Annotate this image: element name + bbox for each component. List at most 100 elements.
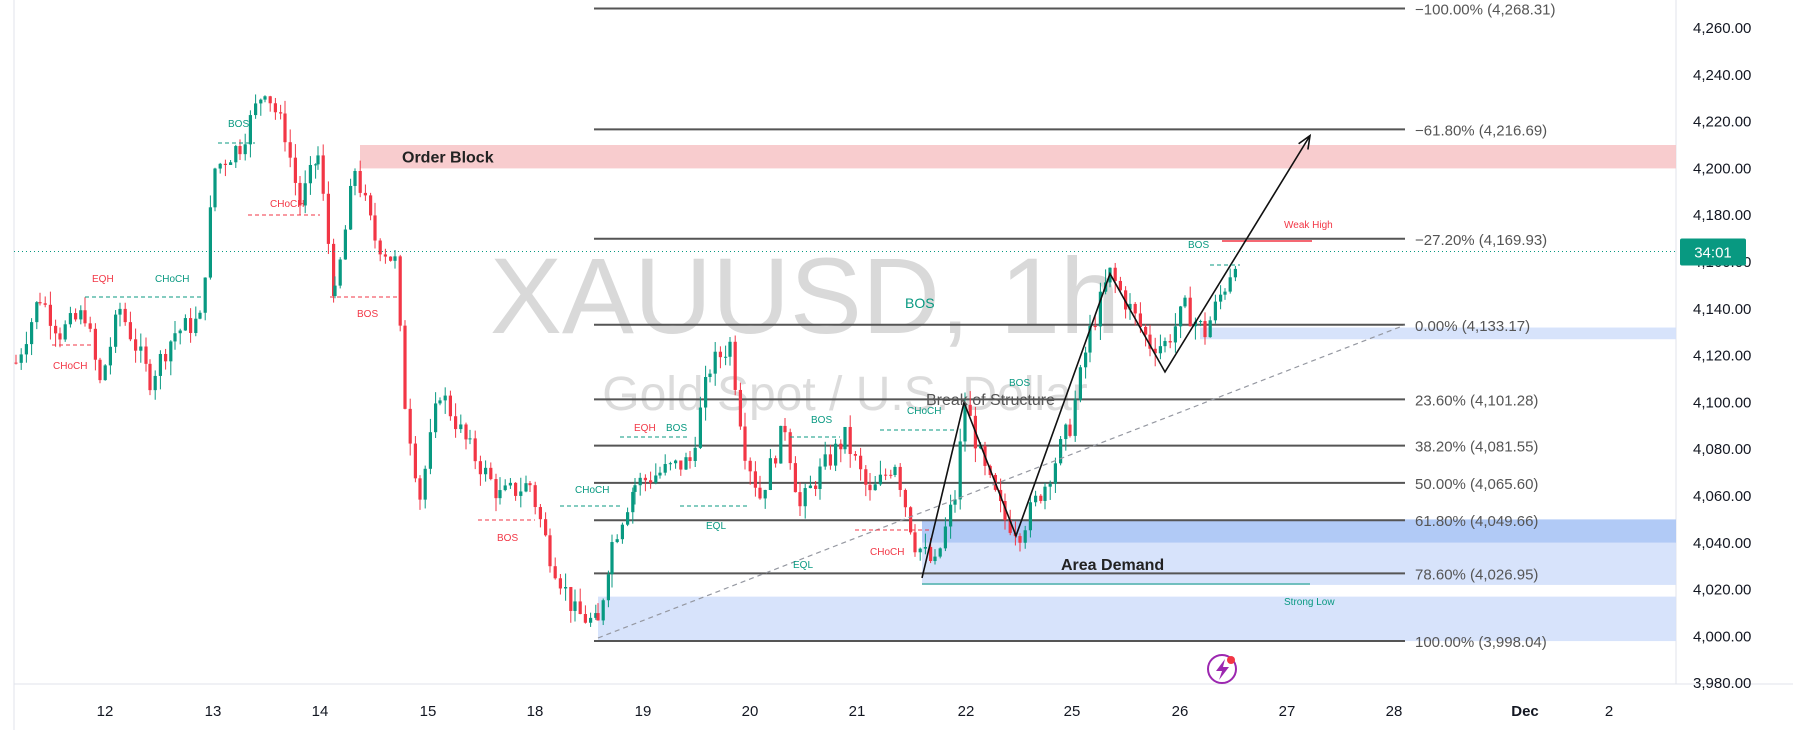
candle-body bbox=[229, 162, 233, 165]
projection-path[interactable] bbox=[921, 133, 1312, 579]
candle-body bbox=[728, 341, 732, 357]
candle-body bbox=[788, 432, 792, 464]
candle-body bbox=[783, 425, 787, 433]
candle-body bbox=[194, 318, 198, 333]
candle-body bbox=[898, 466, 902, 490]
candle-body bbox=[839, 443, 843, 450]
candle-body bbox=[144, 346, 148, 364]
price-tick-label: 4,040.00 bbox=[1693, 535, 1751, 552]
candle-body bbox=[308, 164, 312, 184]
candle-body bbox=[134, 339, 138, 351]
candle-body bbox=[758, 487, 762, 499]
candle-body bbox=[369, 195, 373, 216]
candle-body bbox=[596, 613, 600, 621]
candle-body bbox=[338, 259, 342, 286]
candle-body bbox=[263, 96, 267, 100]
fib-label: −27.20% (4,169.93) bbox=[1415, 232, 1547, 249]
candle-body bbox=[643, 477, 647, 481]
countdown-badge-text: 34:01 bbox=[1694, 244, 1732, 261]
candle-body bbox=[1078, 367, 1082, 400]
projection-polyline[interactable] bbox=[921, 135, 1311, 579]
candle-body bbox=[903, 489, 907, 508]
fib-label: 23.60% (4,101.28) bbox=[1415, 392, 1538, 409]
time-tick-label: 21 bbox=[849, 703, 866, 720]
candle-body bbox=[909, 507, 913, 533]
candle-body bbox=[1168, 341, 1172, 343]
weak-high-label: Weak High bbox=[1284, 220, 1333, 231]
candle-body bbox=[848, 426, 852, 455]
candle-body bbox=[1158, 346, 1162, 354]
candle-body bbox=[43, 303, 47, 305]
price-tick-label: 4,000.00 bbox=[1693, 628, 1751, 645]
candle-body bbox=[153, 375, 157, 391]
zone-demand-top[interactable] bbox=[922, 519, 1676, 543]
overlays-layer bbox=[14, 240, 1676, 639]
candle-body bbox=[889, 474, 893, 476]
candle-body bbox=[58, 333, 62, 340]
time-tick-label: 14 bbox=[312, 703, 329, 720]
smc-label: EQH bbox=[92, 274, 114, 285]
price-tick-label: 4,220.00 bbox=[1693, 114, 1751, 131]
candle-body bbox=[713, 351, 717, 374]
candle-body bbox=[363, 192, 367, 196]
smc-label: EQH bbox=[634, 423, 656, 434]
candle-body bbox=[601, 600, 605, 621]
candle-body bbox=[321, 155, 325, 194]
candle-body bbox=[373, 215, 377, 241]
fibonacci-layer: −100.00% (4,268.31) −61.80% (4,216.69) −27… bbox=[594, 2, 1556, 651]
candles-layer bbox=[14, 94, 1237, 627]
candle-body bbox=[674, 460, 678, 464]
candle-body bbox=[473, 438, 477, 462]
candle-body bbox=[503, 485, 507, 491]
time-axis[interactable]: 12 13 14 15 18 19 20 21 22 25 26 27 28 Dec 2 bbox=[97, 703, 1614, 720]
candle-body bbox=[538, 507, 542, 520]
candle-body bbox=[378, 240, 382, 255]
candle-body bbox=[303, 183, 307, 206]
candle-body bbox=[1173, 326, 1177, 343]
candle-body bbox=[884, 474, 888, 476]
smc-label: BOS bbox=[497, 533, 518, 544]
fib-label: 78.60% (4,026.95) bbox=[1415, 566, 1538, 583]
candle-body bbox=[438, 400, 442, 404]
candle-body bbox=[698, 407, 702, 448]
candle-body bbox=[654, 475, 658, 483]
watermark-symbol: XAUUSD, 1h bbox=[490, 235, 1120, 356]
price-tick-label: 4,260.00 bbox=[1693, 20, 1751, 37]
candle-body bbox=[24, 344, 28, 355]
zone-strong-low-zone[interactable] bbox=[598, 596, 1676, 642]
zone-label-order-block: Order Block bbox=[402, 150, 494, 167]
candle-body bbox=[949, 504, 953, 527]
time-tick-label: 22 bbox=[958, 703, 975, 720]
time-tick-label: Dec bbox=[1511, 703, 1539, 720]
candle-body bbox=[254, 103, 258, 116]
candle-body bbox=[48, 304, 52, 326]
price-axis[interactable]: 4,260.00 4,240.00 4,220.00 4,200.00 4,180.00… bbox=[1693, 20, 1751, 692]
zone-order-block[interactable] bbox=[360, 145, 1676, 169]
candle-body bbox=[88, 323, 92, 329]
smc-label: CHoCH bbox=[870, 547, 904, 558]
candle-body bbox=[408, 408, 412, 444]
brand-logo-icon[interactable] bbox=[1207, 654, 1237, 684]
zone-area-demand[interactable] bbox=[922, 542, 1676, 585]
candle-body bbox=[498, 490, 502, 499]
candle-body bbox=[418, 478, 422, 500]
candle-body bbox=[349, 185, 353, 230]
candle-body bbox=[30, 322, 34, 345]
smc-label: BOS bbox=[666, 423, 687, 434]
zones-layer: Order Block Area Demand bbox=[360, 145, 1676, 642]
candle-body bbox=[606, 574, 610, 601]
candle-body bbox=[243, 144, 247, 155]
smc-label: CHoCH bbox=[53, 361, 87, 372]
zone-zero-zone[interactable] bbox=[1200, 327, 1676, 340]
smc-label: CHoCH bbox=[270, 199, 304, 210]
candle-body bbox=[558, 578, 562, 589]
price-tick-label: 4,180.00 bbox=[1693, 207, 1751, 224]
candle-body bbox=[918, 548, 922, 553]
candle-body bbox=[893, 466, 897, 476]
candle-body bbox=[464, 424, 468, 440]
candle-body bbox=[169, 341, 173, 362]
candle-body bbox=[63, 324, 67, 340]
candle-body bbox=[316, 155, 320, 165]
candle-body bbox=[823, 454, 827, 467]
